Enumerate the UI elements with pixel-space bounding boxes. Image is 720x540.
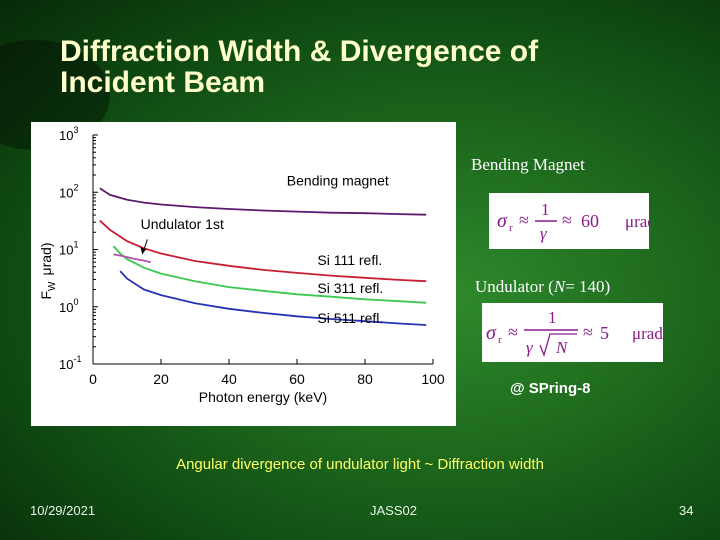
slide-title: Diffraction Width & Divergence of Incide… [60,36,700,98]
annotation-si-511-refl: Si 511 refl. [317,310,383,326]
sigma-subscript: r [509,222,513,234]
annotation-undulator-1st: Undulator 1st [141,216,224,232]
sigma-symbol: σ [486,322,497,344]
x-tick-label: 20 [153,371,169,387]
divergence-chart: 10-1 100 101 102 103 0 20 40 60 80 100 Photon energ… [38,125,445,405]
annotation-bending-magnet: Bending magnet [287,173,389,189]
denominator-gamma: γ [526,338,534,357]
denominator-n: N [555,338,569,357]
annotation-si-111-refl: Si 111 refl. [317,252,382,268]
undulator-label-suffix: = 140) [565,277,611,296]
undulator-value: 5 [600,323,609,343]
x-tick-label: 40 [221,371,237,387]
x-tick-label: 100 [421,371,445,387]
series-line-si-111-refl [99,219,427,283]
bending-formula-box: σ r ≈ 1 γ ≈ 60 μrad [489,193,649,249]
series-line-undulator-1st [113,253,152,264]
sigma-symbol: σ [497,210,508,232]
y-tick-label: 103 [59,125,78,143]
fraction-numerator: 1 [548,308,557,327]
approx-symbol-2: ≈ [583,322,593,342]
sigma-subscript: r [498,334,502,346]
bending-formula: σ r ≈ 1 γ ≈ 60 μrad [497,200,649,243]
annotation-si-311-refl: Si 311 refl. [317,280,383,296]
bending-magnet-label: Bending Magnet [471,155,585,174]
caption: Angular divergence of undulator light ~ … [176,456,544,473]
y-tick-label: 101 [59,240,78,258]
footer-event: JASS02 [370,503,417,518]
series-line-bending-magnet [99,187,427,216]
footer-date: 10/29/2021 [30,503,96,518]
title-line-1: Diffraction Width & Divergence of [60,35,539,68]
series-line-si-311-refl [112,245,427,304]
undulator-unit: μrad [632,324,663,343]
sqrt-symbol [539,333,577,358]
x-tick-label: 60 [289,371,305,387]
bending-unit: μrad [625,212,649,231]
undulator-label-prefix: Undulator ( [475,277,554,296]
undulator-label: Undulator (N= 140) [475,277,610,297]
approx-symbol-2: ≈ [562,210,572,230]
footer-page-number: 34 [679,503,694,518]
series-line-si-511-refl [119,270,427,326]
undulator-formula-box: σ r ≈ 1 γ N ≈ 5 μrad [482,303,663,362]
title-line-2: Incident Beam [60,66,266,99]
spring8-label: @ SPring-8 [510,380,591,397]
y-tick-label: 102 [59,182,78,200]
approx-symbol: ≈ [508,322,518,342]
fraction-numerator: 1 [541,200,550,219]
y-axis-label: FWμrad) [38,243,58,300]
annotation-arrowhead [140,247,147,255]
approx-symbol: ≈ [519,210,529,230]
x-tick-label: 0 [89,371,97,387]
bending-value: 60 [581,211,599,231]
x-tick-label: 80 [357,371,373,387]
y-tick-label: 10-1 [59,354,81,372]
undulator-formula: σ r ≈ 1 γ N ≈ 5 μrad [486,308,663,358]
undulator-label-var: N [553,277,566,296]
y-tick-label: 100 [59,297,78,315]
x-axis-label: Photon energy (keV) [199,389,327,405]
chart-panel: 10-1 100 101 102 103 0 20 40 60 80 100 Photon energ… [31,122,456,426]
fraction-denominator: γ [540,224,548,243]
